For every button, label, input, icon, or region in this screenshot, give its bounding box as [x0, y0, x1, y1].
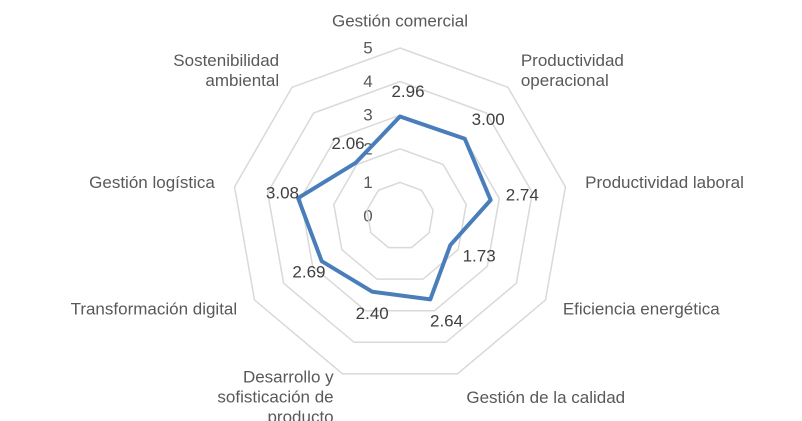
category-label: Productividad laboral: [585, 173, 744, 192]
category-label: Transformación digital: [71, 299, 238, 318]
grid-ring: [366, 181, 434, 249]
r-tick-label: 4: [363, 72, 372, 91]
value-label: 2.69: [292, 263, 325, 282]
value-label: 2.74: [506, 185, 539, 204]
category-label: Gestión de la calidad: [466, 388, 625, 407]
category-label: Gestión logística: [89, 173, 215, 192]
category-label: Sostenibilidad ambiental: [173, 51, 279, 90]
category-label: Desarrollo y sofisticación de producto: [217, 368, 334, 421]
value-label: 2.06: [332, 134, 365, 153]
grid-ring: [233, 47, 567, 375]
value-label: 2.40: [356, 304, 389, 323]
value-label: 3.00: [472, 110, 505, 129]
series-line: [296, 114, 493, 302]
value-label: 2.64: [430, 311, 463, 330]
r-tick-label: 1: [363, 173, 372, 192]
r-tick-label: 5: [363, 38, 372, 57]
value-label: 2.96: [391, 82, 424, 101]
value-label: 1.73: [463, 247, 496, 266]
category-label: Eficiencia energética: [563, 299, 720, 318]
category-label: Productividad operacional: [521, 51, 624, 90]
grid-ring: [266, 80, 534, 344]
value-label: 3.08: [266, 183, 299, 202]
grid-ring: [299, 114, 501, 312]
category-label: Gestión comercial: [332, 11, 468, 30]
grid-ring: [333, 148, 467, 280]
r-tick-label: 3: [363, 106, 372, 125]
